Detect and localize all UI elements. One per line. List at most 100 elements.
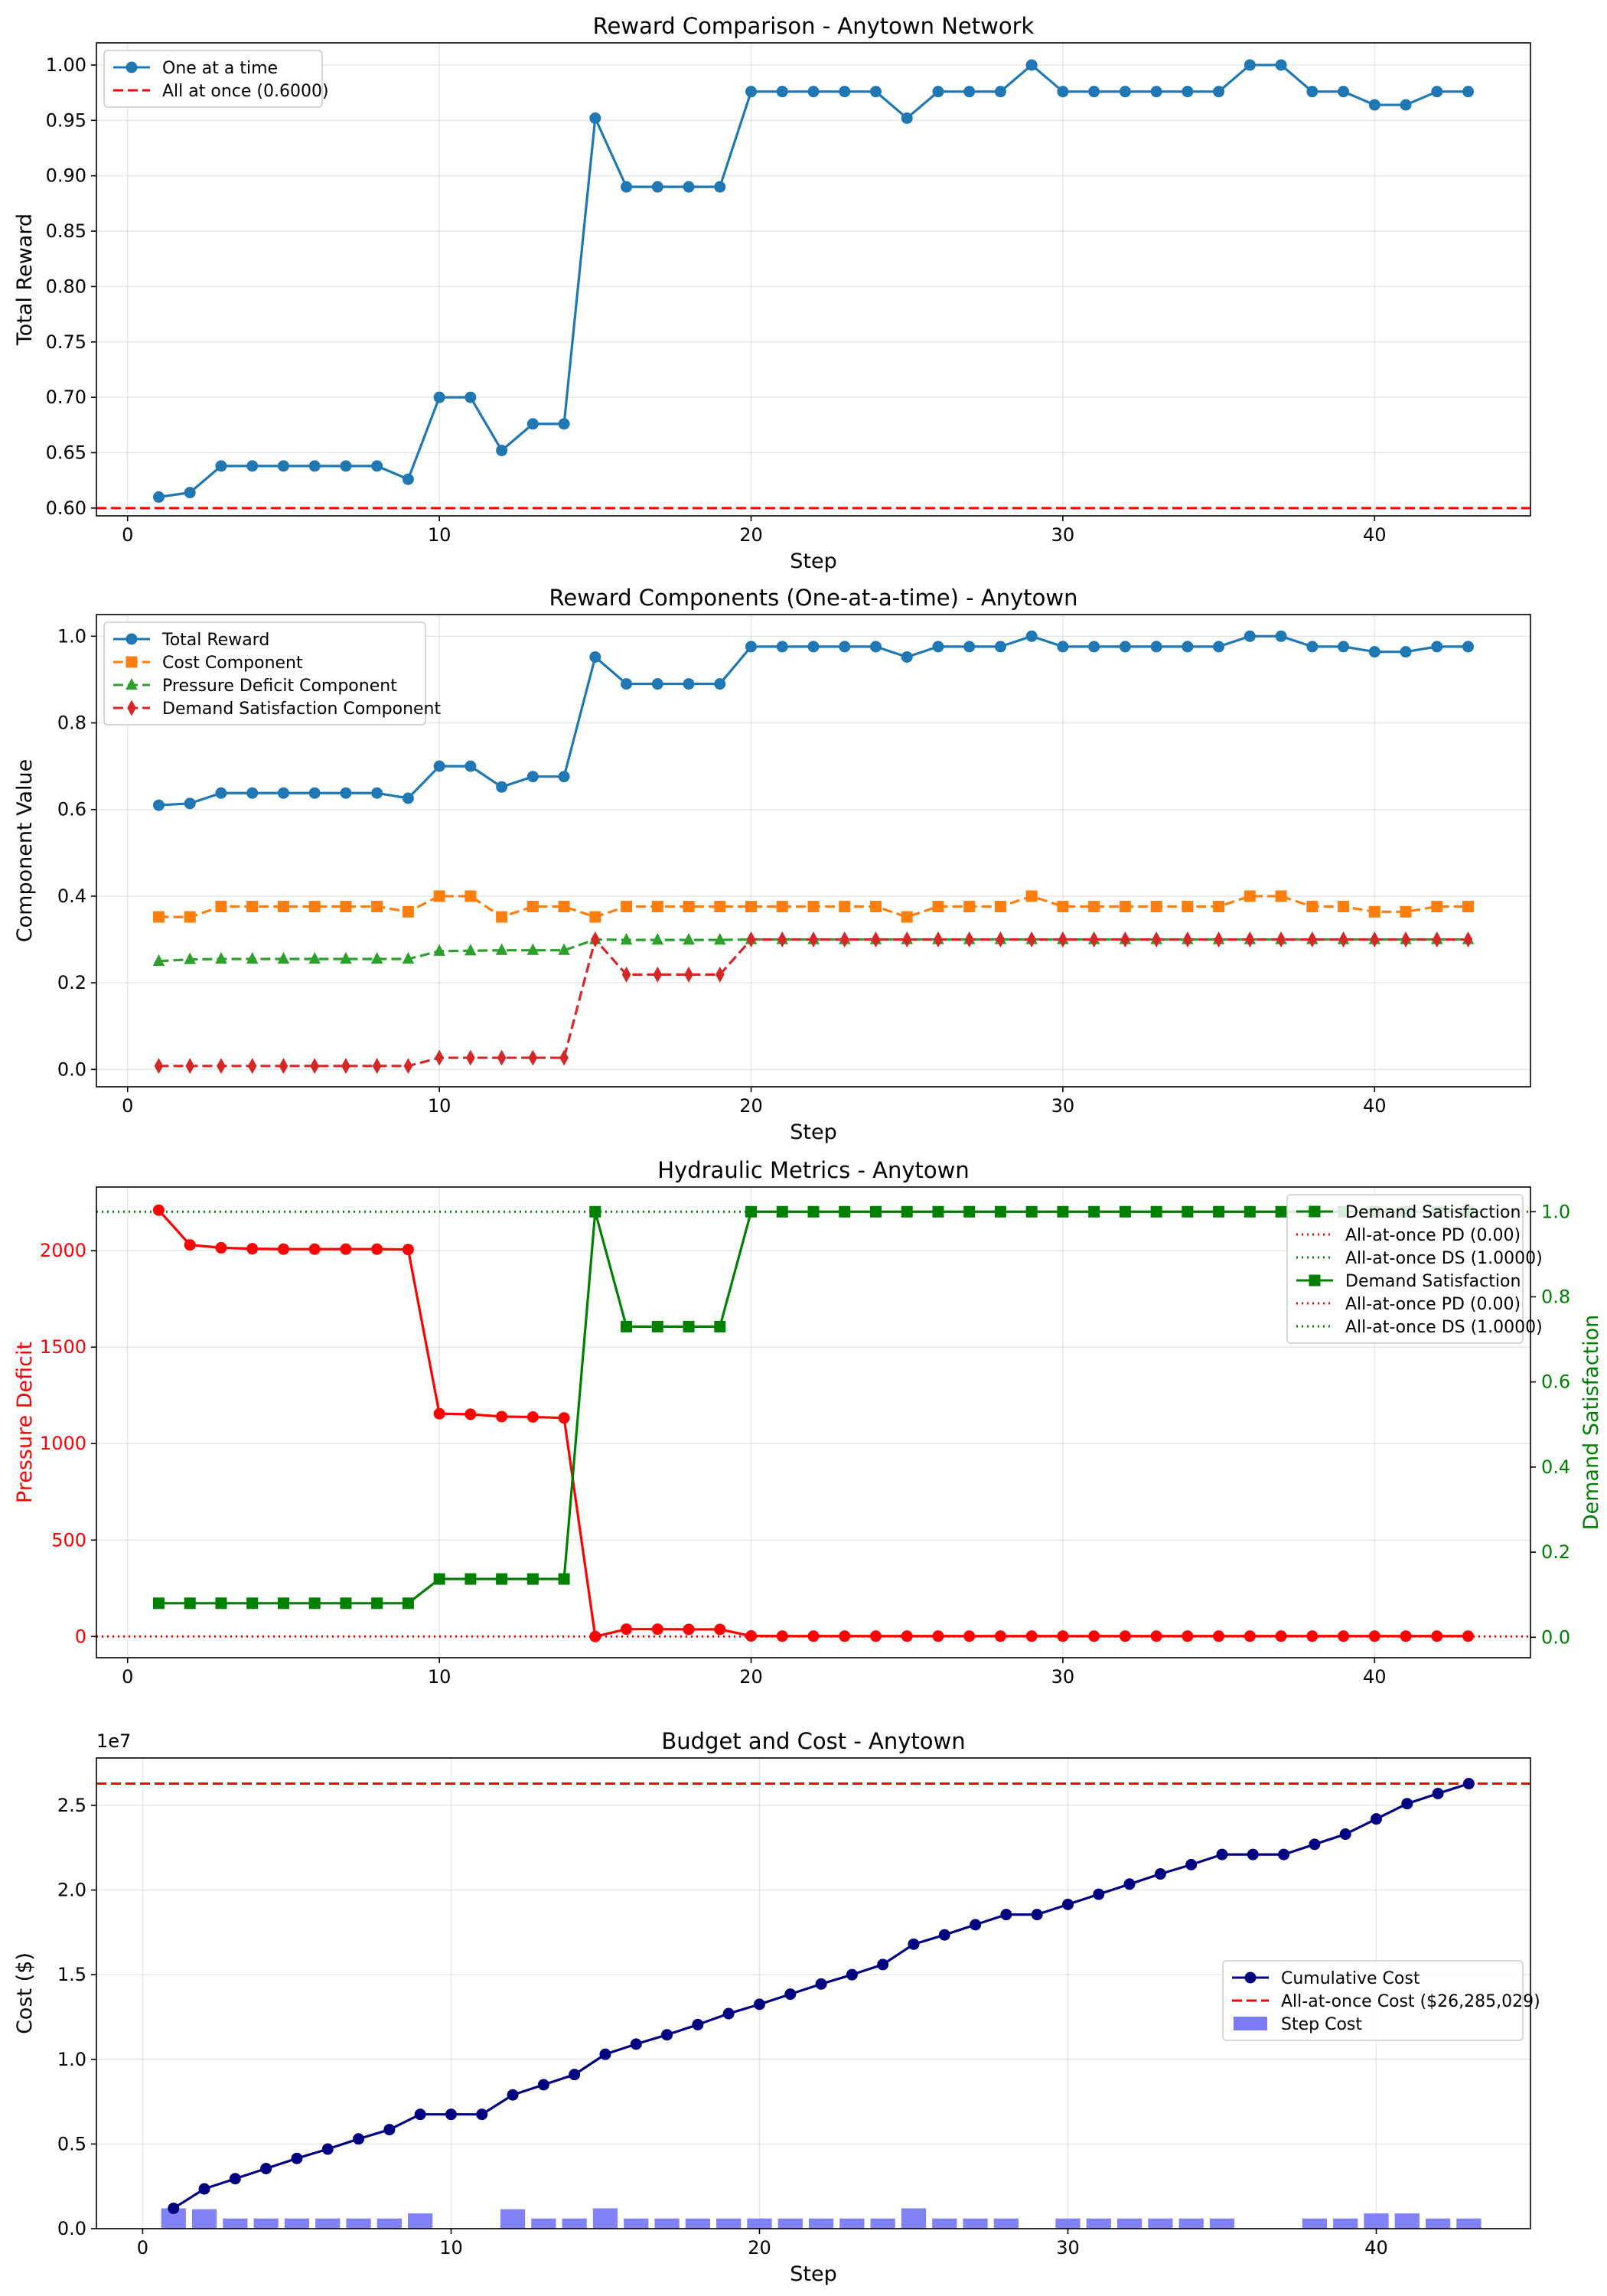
data-point bbox=[589, 651, 601, 663]
legend: Cumulative Cost All-at-once Cost ($26,285… bbox=[1222, 1960, 1540, 2041]
data-point bbox=[776, 86, 788, 98]
y-tick-label: 0.90 bbox=[46, 165, 86, 187]
data-point bbox=[340, 951, 352, 964]
data-point bbox=[1462, 86, 1475, 98]
data-point bbox=[621, 966, 631, 983]
data-point bbox=[340, 1243, 352, 1255]
data-point bbox=[1400, 646, 1412, 658]
data-point bbox=[526, 418, 539, 430]
data-point bbox=[932, 1205, 944, 1218]
data-point bbox=[308, 787, 321, 799]
legend-label: All-at-once PD (0.00) bbox=[1345, 1295, 1521, 1314]
y-tick-label: 0.0 bbox=[57, 1058, 86, 1080]
data-point bbox=[1027, 931, 1036, 948]
data-point bbox=[1119, 1205, 1131, 1218]
y-tick-label: 0.75 bbox=[46, 331, 86, 353]
series-step-cost bbox=[161, 2208, 1482, 2229]
data-point bbox=[1400, 99, 1412, 111]
data-point bbox=[908, 1938, 920, 1950]
bar bbox=[901, 2208, 927, 2229]
y-axis-label: Cost ($) bbox=[13, 1952, 37, 2034]
data-point bbox=[372, 1058, 382, 1075]
data-point bbox=[745, 641, 758, 653]
data-point bbox=[184, 952, 197, 964]
y-tick-label: 0.6 bbox=[57, 799, 86, 820]
data-point bbox=[1057, 641, 1069, 653]
data-point bbox=[1275, 59, 1287, 71]
bar bbox=[1116, 2218, 1143, 2229]
data-point bbox=[496, 445, 508, 457]
data-point bbox=[807, 641, 820, 653]
data-point bbox=[630, 2038, 642, 2050]
y-tick-label: 1.5 bbox=[57, 1964, 86, 1985]
data-point bbox=[1244, 890, 1256, 902]
data-point bbox=[621, 181, 633, 193]
data-point bbox=[370, 951, 383, 964]
data-point bbox=[745, 901, 758, 913]
data-point bbox=[152, 491, 165, 503]
y-tick-label: 0.2 bbox=[57, 972, 86, 993]
x-tick-label: 10 bbox=[428, 1095, 451, 1117]
data-point bbox=[464, 944, 477, 956]
y2-axis-label: Demand Satisfaction bbox=[1579, 1315, 1603, 1531]
legend-item: All-at-once Cost ($26,285,029) bbox=[1232, 1992, 1540, 2011]
data-point bbox=[247, 1058, 257, 1075]
data-point bbox=[1150, 1205, 1162, 1218]
data-point bbox=[1244, 59, 1256, 71]
data-point bbox=[1401, 1798, 1413, 1810]
data-point bbox=[869, 86, 882, 98]
y-tick-label: 2.5 bbox=[57, 1795, 86, 1816]
data-point bbox=[558, 1573, 570, 1585]
series-total-reward bbox=[152, 630, 1475, 811]
x-tick-label: 40 bbox=[1363, 1095, 1387, 1117]
data-point bbox=[340, 787, 352, 799]
data-point bbox=[152, 799, 165, 811]
data-point bbox=[653, 966, 663, 983]
x-tick-label: 20 bbox=[739, 1095, 763, 1117]
data-point bbox=[383, 2124, 396, 2136]
data-point bbox=[1244, 630, 1256, 642]
bar bbox=[963, 2218, 988, 2229]
legend: Total Reward Cost Component Pressure Defic… bbox=[103, 621, 441, 726]
legend-item: All-at-once PD (0.00) bbox=[1296, 1226, 1521, 1245]
legend-label: All-at-once DS (1.0000) bbox=[1345, 1318, 1543, 1337]
data-point bbox=[1463, 931, 1473, 948]
bar bbox=[654, 2218, 680, 2229]
data-point bbox=[246, 1597, 259, 1609]
data-point bbox=[277, 460, 289, 472]
data-point bbox=[433, 890, 445, 902]
data-point bbox=[402, 1597, 414, 1609]
y2-tick-label: 0.6 bbox=[1541, 1371, 1570, 1393]
data-point bbox=[1339, 1828, 1351, 1841]
data-point bbox=[1025, 59, 1038, 71]
data-point bbox=[1400, 905, 1412, 918]
data-point bbox=[963, 901, 976, 913]
data-point bbox=[901, 911, 913, 923]
data-point bbox=[683, 1623, 695, 1636]
data-point bbox=[1119, 641, 1131, 653]
legend: Demand Satisfaction All-at-once PD (0.00)… bbox=[1286, 1194, 1543, 1344]
legend-label: Demand Satisfaction Component bbox=[162, 700, 441, 719]
axis-offset-label: 1e7 bbox=[96, 1730, 131, 1752]
x-tick-label: 10 bbox=[428, 524, 451, 546]
data-point bbox=[599, 2048, 611, 2060]
data-point bbox=[308, 1243, 321, 1255]
data-point bbox=[722, 2007, 735, 2020]
data-point bbox=[901, 651, 913, 663]
bar bbox=[592, 2208, 618, 2229]
bar bbox=[223, 2218, 248, 2229]
legend-item: Step Cost bbox=[1234, 2015, 1362, 2034]
x-tick-label: 30 bbox=[1051, 1666, 1075, 1688]
y-tick-label: 0.5 bbox=[57, 2133, 86, 2154]
y2-tick-label: 0.8 bbox=[1541, 1286, 1570, 1307]
x-tick-label: 30 bbox=[1051, 524, 1075, 546]
data-point bbox=[932, 1630, 944, 1642]
data-point bbox=[433, 944, 445, 956]
data-point bbox=[1368, 905, 1380, 918]
data-point bbox=[184, 1239, 196, 1251]
data-point bbox=[168, 2202, 180, 2214]
data-point bbox=[807, 1630, 820, 1642]
bar bbox=[716, 2218, 742, 2229]
data-point bbox=[558, 771, 570, 783]
series-pressure-deficit bbox=[152, 1204, 1475, 1642]
